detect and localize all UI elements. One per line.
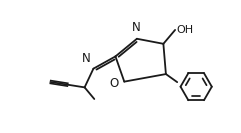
Text: N: N <box>132 21 141 34</box>
Text: O: O <box>109 77 119 90</box>
Text: OH: OH <box>176 25 193 35</box>
Text: N: N <box>82 52 90 65</box>
